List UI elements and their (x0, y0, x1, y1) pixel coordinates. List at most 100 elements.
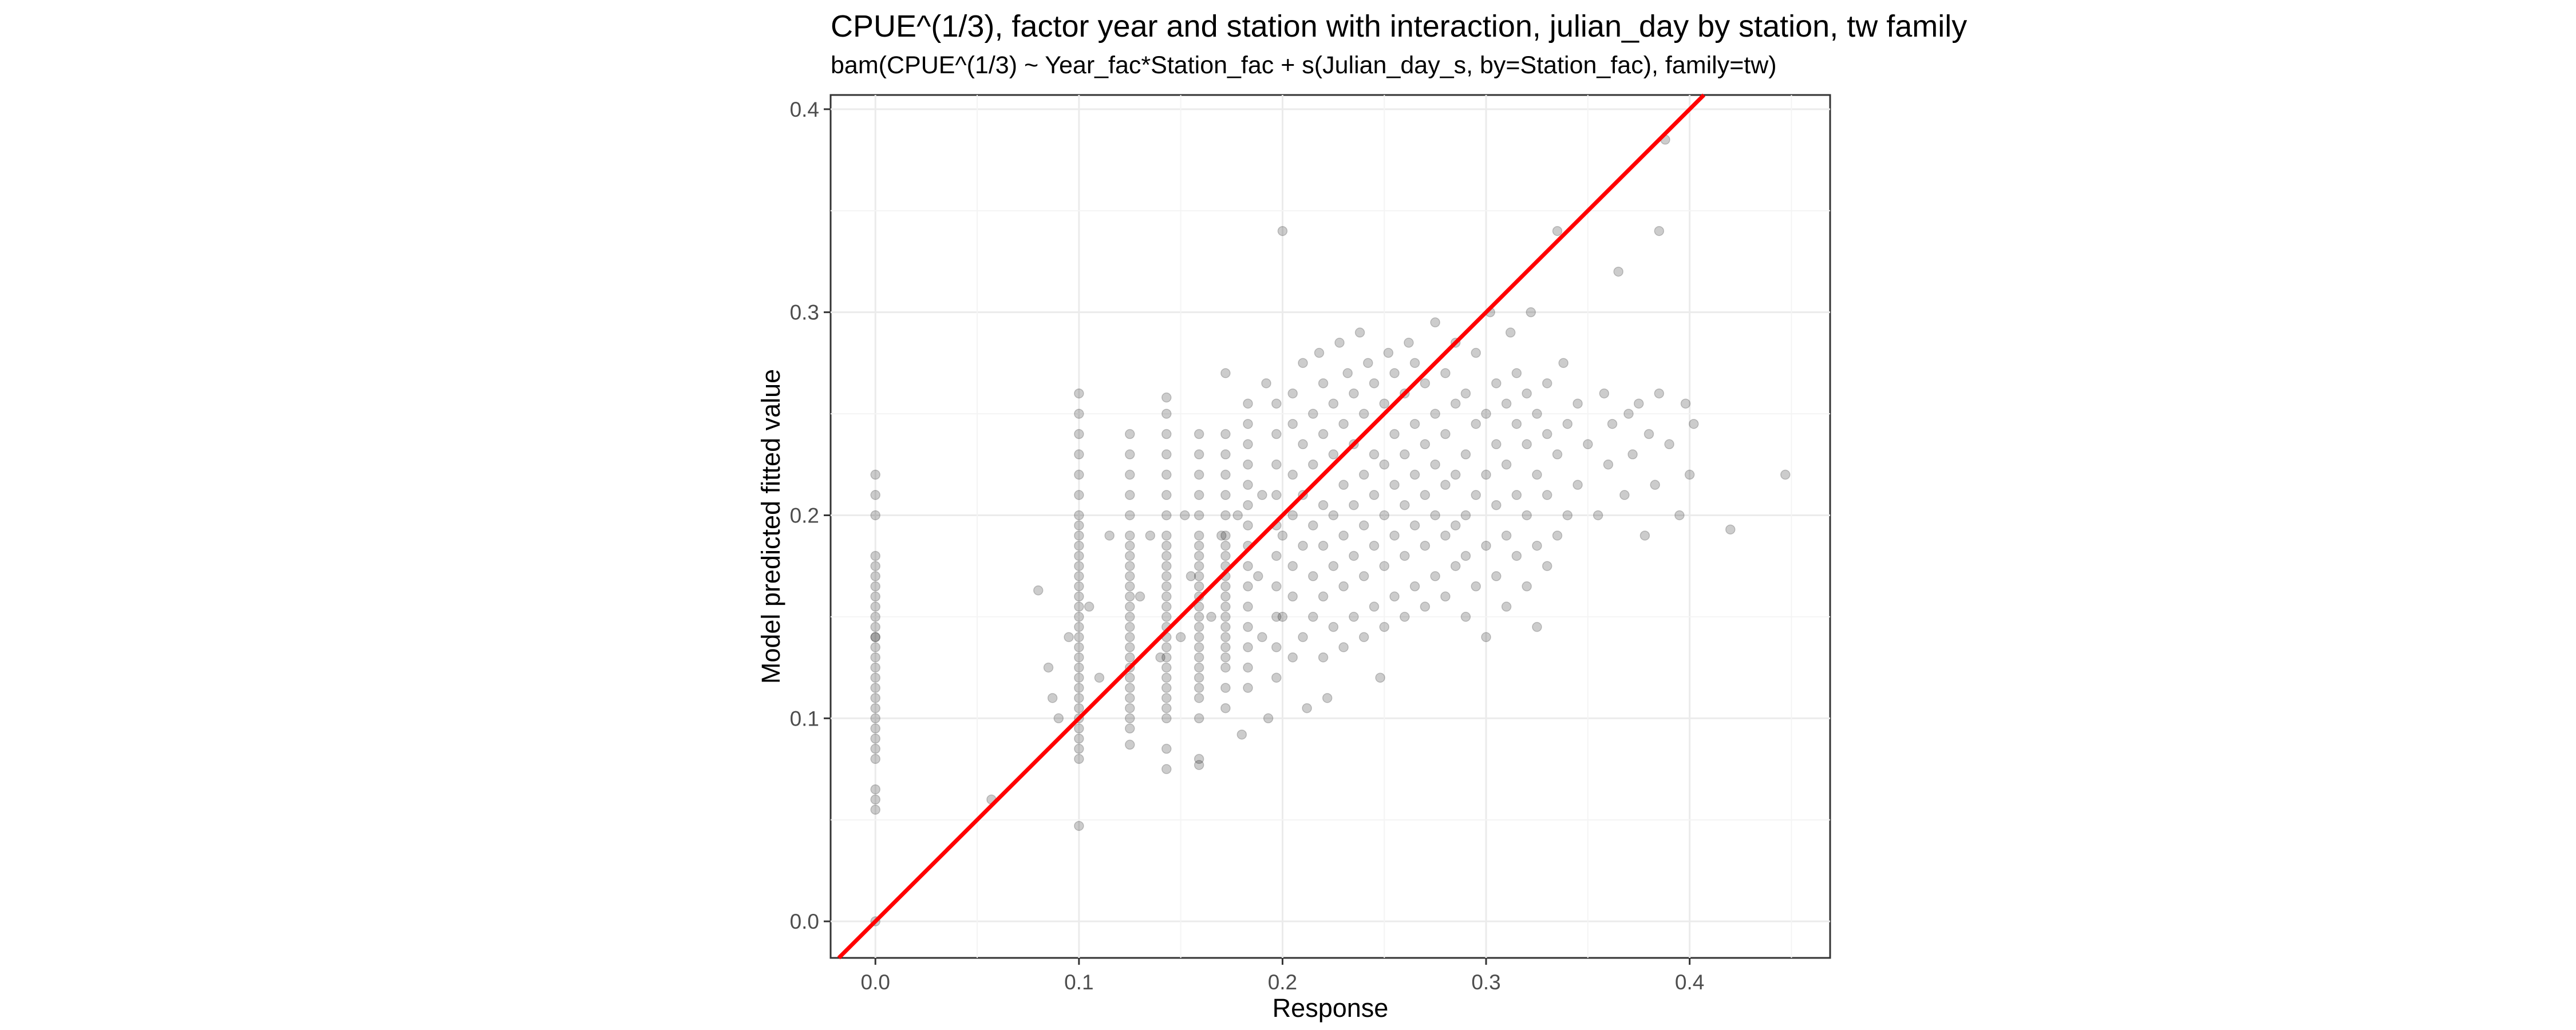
data-point (1161, 510, 1172, 521)
data-point (1161, 612, 1172, 622)
data-point (1318, 429, 1329, 439)
data-point (1363, 358, 1373, 369)
data-point (1161, 713, 1172, 724)
data-point (1287, 388, 1298, 399)
data-point (1607, 419, 1618, 429)
data-point (1124, 612, 1135, 622)
data-point (1175, 632, 1186, 643)
data-point (1161, 530, 1172, 541)
data-point (1271, 612, 1282, 622)
data-point (1420, 378, 1431, 389)
data-point (1074, 550, 1084, 561)
data-point (1220, 652, 1231, 663)
data-point (1074, 490, 1084, 500)
y-tick-label: 0.4 (790, 98, 819, 121)
data-point (1440, 530, 1451, 541)
data-point (1161, 392, 1172, 403)
data-point (1562, 419, 1573, 429)
data-point (1161, 703, 1172, 714)
data-point (1522, 388, 1532, 399)
data-point (1354, 327, 1365, 338)
data-point (870, 723, 880, 734)
data-point (1124, 621, 1135, 632)
data-point (1243, 459, 1253, 470)
data-point (1124, 601, 1135, 612)
data-point (1124, 739, 1135, 750)
data-point (1338, 581, 1349, 592)
data-point (1409, 419, 1420, 429)
data-point (1501, 459, 1512, 470)
data-point (1135, 591, 1145, 602)
data-point (1194, 693, 1204, 703)
data-point (1161, 672, 1172, 683)
data-point (1379, 459, 1389, 470)
data-point (1603, 459, 1614, 470)
x-tick-label: 0.3 (1471, 970, 1500, 994)
data-point (1409, 520, 1420, 530)
data-point (1400, 550, 1410, 561)
data-point (1375, 672, 1385, 683)
data-point (1623, 409, 1634, 419)
data-point (1271, 429, 1282, 439)
data-point (1369, 601, 1380, 612)
data-point (870, 632, 880, 643)
data-point (870, 510, 880, 521)
data-point (1450, 561, 1461, 571)
data-point (1599, 388, 1610, 399)
data-point (1780, 469, 1791, 480)
data-point (1389, 591, 1400, 602)
data-point (1194, 652, 1204, 663)
data-point (1161, 449, 1172, 459)
data-point (870, 703, 880, 714)
data-point (1220, 540, 1231, 551)
data-point (1481, 632, 1491, 643)
data-point (1220, 601, 1231, 612)
data-point (1194, 449, 1204, 459)
data-point (1328, 621, 1339, 632)
data-point (1688, 419, 1699, 429)
data-point (870, 784, 880, 795)
data-point (1074, 662, 1084, 673)
data-point (1271, 490, 1282, 500)
data-point (870, 652, 880, 663)
data-point (1161, 469, 1172, 480)
data-point (1430, 571, 1440, 581)
data-point (1358, 409, 1369, 419)
data-point (1613, 266, 1623, 277)
data-point (1440, 429, 1451, 439)
data-point (1243, 520, 1253, 530)
data-point (1409, 469, 1420, 480)
data-point (1318, 540, 1329, 551)
data-point (1194, 632, 1204, 643)
data-point (1074, 571, 1084, 581)
data-point (1194, 683, 1204, 693)
data-point (1501, 398, 1512, 409)
data-points (870, 134, 1791, 926)
data-point (1074, 723, 1084, 734)
data-point (1562, 510, 1573, 521)
data-point (1308, 520, 1318, 530)
data-point (1501, 530, 1512, 541)
data-point (1532, 540, 1542, 551)
data-point (1440, 591, 1451, 602)
data-point (1194, 642, 1204, 652)
data-point (1342, 368, 1353, 378)
data-point (1220, 429, 1231, 439)
data-point (1074, 652, 1084, 663)
data-point (1471, 490, 1481, 500)
data-point (1277, 612, 1288, 622)
data-point (1220, 469, 1231, 480)
data-point (870, 683, 880, 693)
data-point (1460, 449, 1471, 459)
data-point (1308, 612, 1318, 622)
data-point (1074, 821, 1084, 831)
data-point (1420, 490, 1431, 500)
data-point (1460, 510, 1471, 521)
data-point (1220, 683, 1231, 693)
chart-title: CPUE^(1/3), factor year and station with… (831, 9, 1967, 43)
data-point (1654, 388, 1665, 399)
data-point (1124, 550, 1135, 561)
data-point (1261, 378, 1271, 389)
data-point (1194, 760, 1204, 770)
data-point (1124, 693, 1135, 703)
